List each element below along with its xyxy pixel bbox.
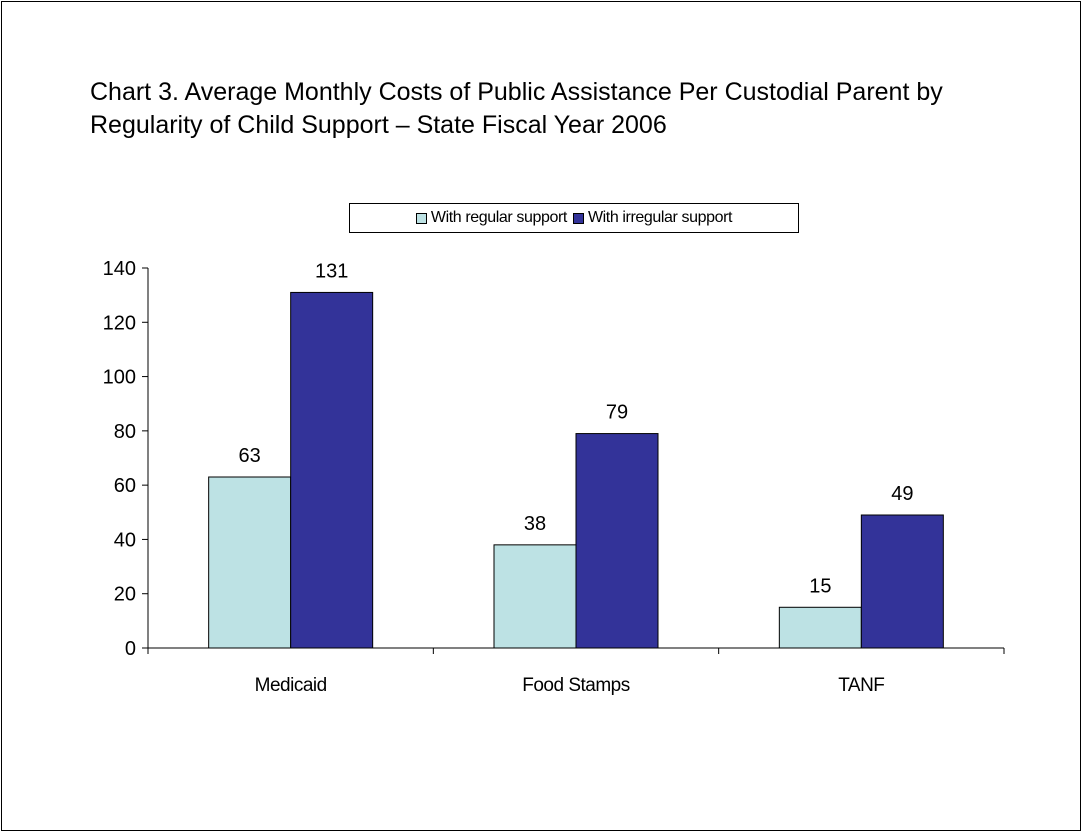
bar-regular-food-stamps <box>493 544 577 649</box>
x-tick-label: Food Stamps <box>522 675 630 696</box>
data-label: 15 <box>809 575 831 597</box>
data-label: 63 <box>239 445 261 467</box>
y-tick-label: 40 <box>114 529 136 551</box>
legend-swatch-regular <box>415 212 427 224</box>
bar-irregular-medicaid <box>290 291 374 649</box>
data-label: 79 <box>606 402 628 424</box>
x-tick-label: TANF <box>838 675 884 696</box>
legend-label-irregular: With irregular support <box>587 209 733 226</box>
legend: With regular support With irregular supp… <box>349 203 799 233</box>
y-tick-label: 120 <box>103 312 136 334</box>
bar-regular-medicaid <box>208 476 292 649</box>
data-label: 38 <box>524 513 546 535</box>
bar-regular-tanf <box>778 606 862 649</box>
y-tick-label: 80 <box>114 421 136 443</box>
chart-title: Chart 3. Average Monthly Costs of Public… <box>90 78 943 139</box>
y-tick-label: 60 <box>114 475 136 497</box>
data-label: 131 <box>315 260 348 282</box>
legend-item-irregular: With irregular support <box>572 209 733 227</box>
legend-item-regular: With regular support <box>415 209 567 227</box>
y-tick-label: 140 <box>103 258 136 280</box>
bar-irregular-tanf <box>860 514 944 649</box>
legend-label-regular: With regular support <box>430 209 567 226</box>
y-tick-label: 0 <box>125 638 136 660</box>
y-tick-label: 20 <box>114 584 136 606</box>
y-tick-label: 100 <box>103 367 136 389</box>
legend-swatch-irregular <box>572 212 584 224</box>
bar-irregular-food-stamps <box>575 433 659 649</box>
data-label: 49 <box>891 483 913 505</box>
x-tick-label: Medicaid <box>255 675 327 696</box>
